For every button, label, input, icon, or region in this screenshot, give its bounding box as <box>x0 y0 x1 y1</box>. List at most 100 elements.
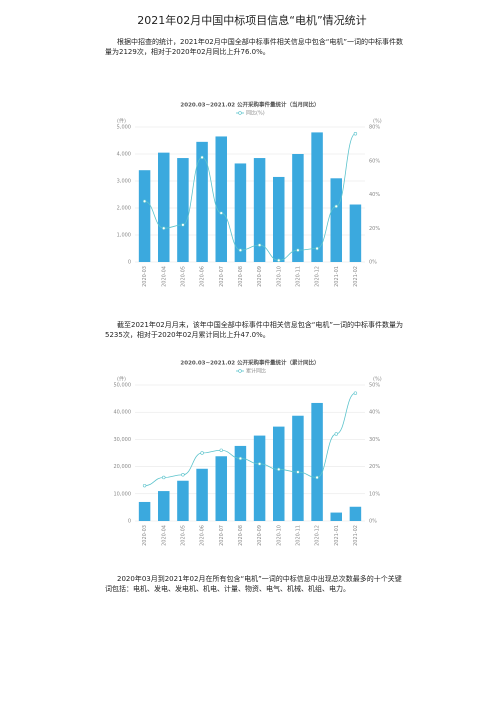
legend-label: 同比(%) <box>246 110 265 117</box>
x-tick-label: 2020-06 <box>200 266 206 287</box>
bar <box>158 491 170 521</box>
y-tick-label: 0 <box>128 519 131 525</box>
legend-label: 累计同比 <box>246 368 266 375</box>
line-point <box>257 243 262 247</box>
y2-tick-label: 20% <box>369 226 380 232</box>
x-tick-label: 2021-01 <box>334 266 340 287</box>
line-point <box>142 483 147 488</box>
bar <box>292 415 304 521</box>
x-tick-label: 2020-09 <box>257 266 263 287</box>
y2-tick-label: 50% <box>369 383 380 389</box>
bar <box>138 501 151 521</box>
y2-axis-label: (%) <box>373 377 382 383</box>
y-tick-label: 0 <box>128 260 131 266</box>
bar <box>177 158 189 262</box>
bar <box>253 158 266 262</box>
line-point <box>238 248 243 252</box>
bar <box>311 132 323 262</box>
y2-tick-label: 20% <box>369 464 380 470</box>
line-point <box>277 258 281 263</box>
bar <box>234 445 247 521</box>
x-tick-label: 2020-08 <box>238 525 244 546</box>
x-tick-label: 2020-12 <box>315 266 321 287</box>
x-tick-label: 2021-02 <box>353 266 359 287</box>
line-point <box>296 470 300 474</box>
line-point <box>277 467 281 472</box>
y2-axis-label: (%) <box>373 119 382 125</box>
line-point <box>181 223 185 227</box>
line-point <box>353 391 358 395</box>
x-tick-label: 2020-03 <box>142 525 148 546</box>
y2-tick-label: 10% <box>369 491 380 497</box>
y-tick-label: 30,000 <box>114 437 132 443</box>
x-tick-label: 2020-05 <box>180 525 186 546</box>
doc-title: 2021年02月中国中标项目信息“电机”情况统计 <box>137 14 367 27</box>
y-tick-label: 5,000 <box>117 125 131 131</box>
line-point <box>296 248 300 252</box>
x-tick-label: 2020-05 <box>180 266 186 287</box>
x-tick-label: 2020-10 <box>276 266 282 287</box>
bar <box>215 456 227 521</box>
x-tick-label: 2020-04 <box>161 525 167 546</box>
paragraph: 根据中招查的统计，2021年02月中国全部中标事件相关信息中包含“电机”一词的中… <box>105 38 403 56</box>
bar <box>349 506 362 521</box>
chart-title: 2020.03~2021.02 公开采购事件量统计（累计同比） <box>180 359 319 367</box>
bar <box>273 426 285 521</box>
y-tick-label: 10,000 <box>114 491 132 497</box>
bar <box>349 204 362 262</box>
x-tick-label: 2020-12 <box>315 525 321 546</box>
legend-marker <box>238 111 242 115</box>
x-tick-label: 2020-03 <box>142 266 148 287</box>
y2-tick-label: 0% <box>369 260 377 266</box>
x-tick-label: 2020-09 <box>257 525 263 546</box>
chart-title: 2020.03~2021.02 公开采购事件量统计（当月同比） <box>180 101 319 109</box>
bar <box>215 136 227 262</box>
line-point <box>257 462 262 466</box>
bar <box>138 170 151 262</box>
x-tick-label: 2020-11 <box>295 525 301 546</box>
line-point <box>219 448 223 452</box>
line-point <box>353 132 358 136</box>
y-tick-label: 40,000 <box>114 410 132 416</box>
bar <box>253 435 266 521</box>
bar <box>330 512 342 521</box>
bar <box>292 154 304 262</box>
line-point <box>181 473 185 477</box>
y2-tick-label: 0% <box>369 519 377 525</box>
line <box>144 392 356 487</box>
y-tick-label: 50,000 <box>114 383 132 389</box>
bar <box>311 402 323 521</box>
x-tick-label: 2021-01 <box>334 525 340 546</box>
bar <box>330 178 342 262</box>
y2-tick-label: 60% <box>369 158 380 164</box>
y-tick-label: 4,000 <box>117 152 131 158</box>
bar <box>158 152 170 262</box>
line-point <box>219 211 223 215</box>
y2-tick-label: 30% <box>369 437 380 443</box>
paragraph: 2020年03月到2021年02月在所有包含“电机”一词的中标信息中出现总次数最… <box>105 575 402 593</box>
y-axis-label: (件) <box>117 376 126 383</box>
bar <box>273 176 285 262</box>
line-point <box>142 199 147 203</box>
bar <box>196 468 208 521</box>
y2-tick-label: 40% <box>369 192 380 198</box>
line-point <box>200 451 204 455</box>
x-tick-label: 2020-08 <box>238 266 244 287</box>
x-tick-label: 2020-11 <box>295 266 301 287</box>
y-tick-label: 2,000 <box>117 206 131 212</box>
line-point <box>315 246 319 251</box>
x-tick-label: 2020-10 <box>276 525 282 546</box>
paragraph: 截至2021年02月月末，该年中国全部中标事件中相关信息包含“电机”一词的中标事… <box>105 321 403 339</box>
line-point <box>162 475 166 480</box>
line-point <box>315 475 319 480</box>
x-tick-label: 2020-07 <box>219 525 225 546</box>
y-tick-label: 1,000 <box>117 233 131 239</box>
bar <box>177 480 189 521</box>
bar <box>196 141 208 262</box>
y-tick-label: 20,000 <box>114 464 132 470</box>
x-tick-label: 2020-06 <box>200 525 206 546</box>
legend-marker <box>238 369 242 373</box>
bar <box>234 163 247 262</box>
